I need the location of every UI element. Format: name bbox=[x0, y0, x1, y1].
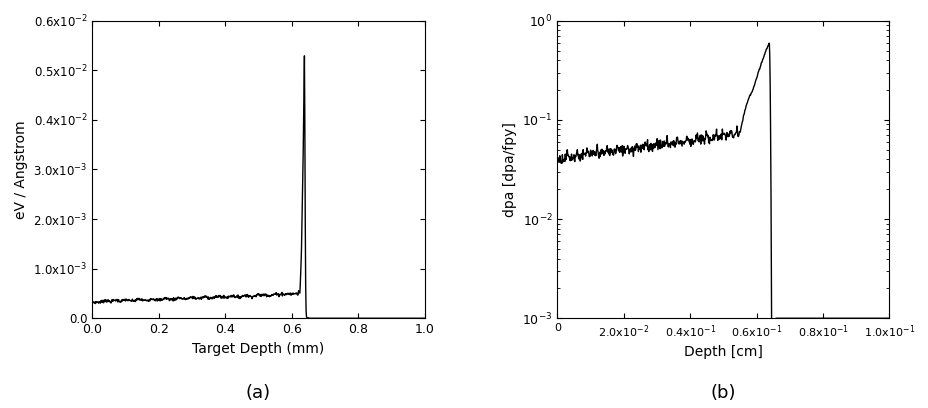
X-axis label: Depth [cm]: Depth [cm] bbox=[683, 345, 762, 359]
Text: (b): (b) bbox=[710, 384, 735, 401]
X-axis label: Target Depth (mm): Target Depth (mm) bbox=[192, 341, 324, 356]
Text: (a): (a) bbox=[246, 384, 271, 401]
Y-axis label: dpa [dpa/fpy]: dpa [dpa/fpy] bbox=[502, 122, 516, 217]
Y-axis label: eV / Angstrom: eV / Angstrom bbox=[14, 120, 28, 219]
